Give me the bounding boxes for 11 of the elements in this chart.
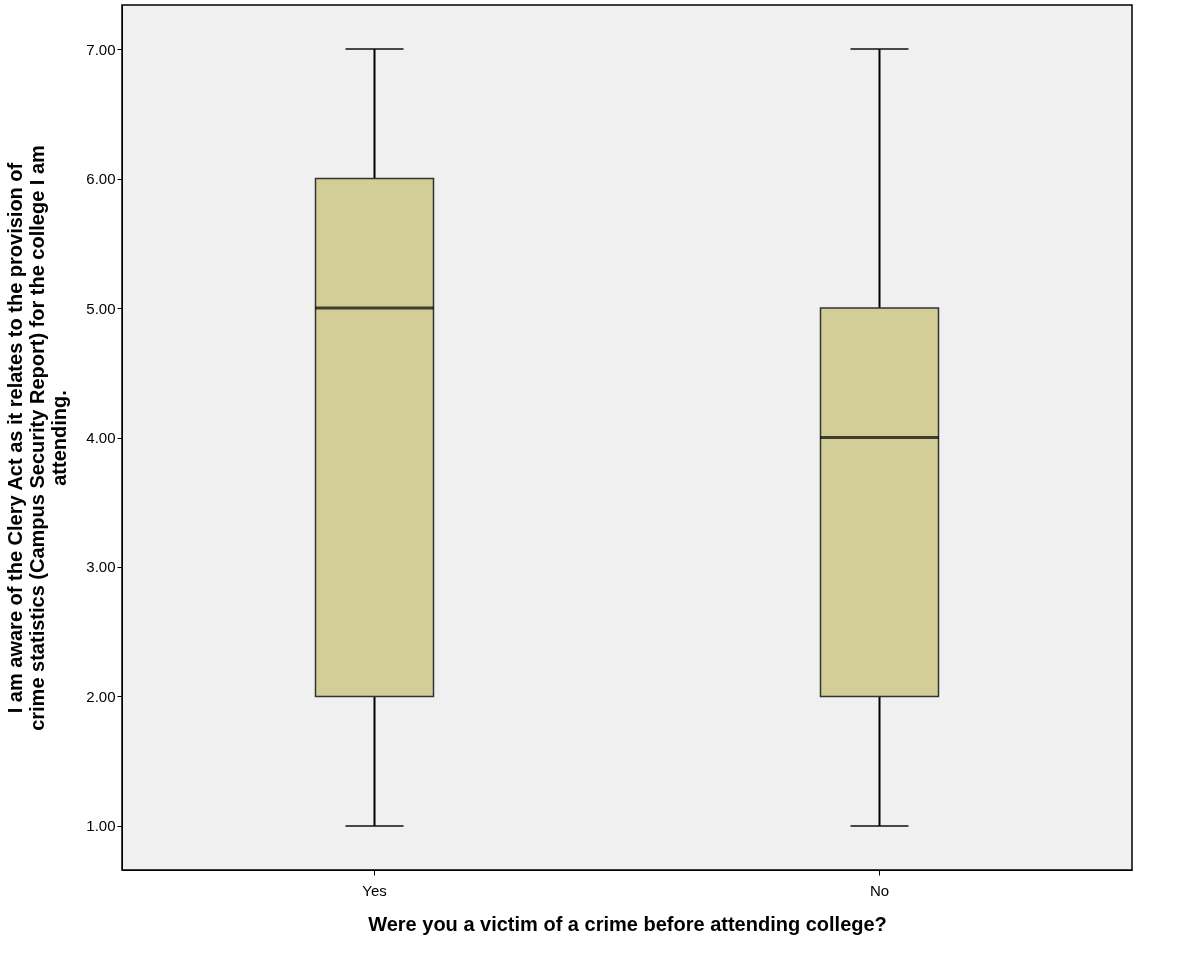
- y-tick-label: 2.00: [86, 687, 116, 705]
- y-tick-label: 4.00: [86, 429, 116, 446]
- y-tick-label: 6.00: [86, 170, 116, 188]
- y-tick-label: 1.00: [86, 817, 116, 835]
- x-tick-label: No: [869, 881, 890, 899]
- x-tick-label: Yes: [362, 881, 387, 899]
- y-tick-label: 5.00: [86, 299, 116, 317]
- x-axis-title: Were you a victim of a crime before attending college?: [368, 912, 887, 935]
- y-tick-label: 7.00: [86, 40, 116, 58]
- y-tick-label: 3.00: [86, 558, 116, 576]
- y-axis-title: I am aware of the Clery Act as it relates to the provision of crime statistics (Campus Security Report) for the college I am attending.: [4, 145, 71, 731]
